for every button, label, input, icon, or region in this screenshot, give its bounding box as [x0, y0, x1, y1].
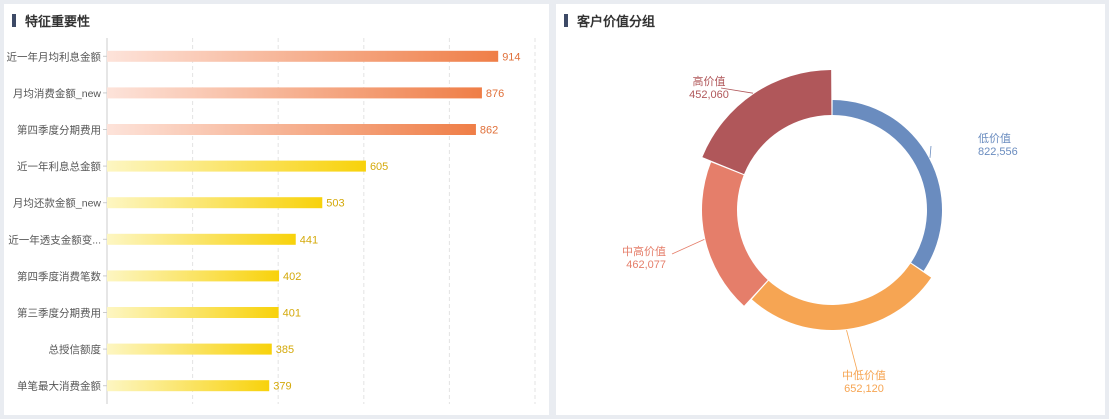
y-tick-label: 第四季度分期费用 — [17, 124, 101, 137]
bar[interactable] — [107, 124, 476, 135]
feature-importance-panel: 特征重要性 近一年月均利息金额 月均消费金额_new 第四季度分期费用 近一年利息总金… — [4, 4, 549, 415]
bar-value-label: 402 — [283, 271, 301, 283]
y-tick-label: 近一年月均利息金额 — [7, 50, 102, 63]
bar[interactable] — [107, 380, 270, 392]
bar-value-label: 914 — [502, 51, 520, 63]
y-tick-label: 第三季度分期费用 — [17, 307, 101, 320]
slice-name-label: 中高价值 — [622, 244, 666, 258]
bar[interactable] — [107, 307, 279, 318]
y-tick-label: 第四季度消费笔数 — [17, 270, 101, 283]
slice-name-label: 高价值 — [693, 74, 726, 88]
bar-value-label: 441 — [300, 234, 318, 246]
bar[interactable] — [107, 50, 499, 62]
y-tick-label: 月均消费金额_new — [13, 87, 102, 100]
bar-value-label: 876 — [486, 88, 504, 100]
bar-value-label: 401 — [283, 308, 301, 320]
slice-value-label: 822,556 — [978, 146, 1018, 158]
y-tick-label: 总授信额度 — [49, 343, 102, 356]
bar[interactable] — [107, 233, 296, 245]
feature-importance-title: 特征重要性 — [12, 12, 91, 29]
bar-value-label: 379 — [273, 381, 291, 393]
donut-slice[interactable] — [751, 263, 932, 331]
y-tick-label: 近一年利息总金额 — [17, 160, 101, 173]
bar-value-label: 385 — [276, 344, 294, 356]
donut-slice[interactable] — [702, 162, 768, 306]
label-leader-line — [929, 145, 932, 158]
customer-value-panel: 客户价值分组 低价值 822,556 中低价值 652,120 中高价值 462,077 高… — [556, 4, 1105, 415]
label-leader-line — [846, 330, 859, 375]
donut-slice[interactable] — [832, 100, 942, 271]
slice-name-label: 中低价值 — [842, 369, 886, 382]
bar-value-label: 605 — [370, 161, 388, 173]
label-leader-line — [671, 238, 705, 255]
y-tick-label: 单笔最大消费金额 — [17, 380, 101, 393]
slice-value-label: 652,120 — [844, 383, 884, 395]
bar-value-label: 862 — [480, 125, 498, 137]
slice-value-label: 452,060 — [689, 89, 729, 101]
feature-importance-title-text: 特征重要性 — [25, 13, 91, 29]
bar[interactable] — [107, 160, 366, 172]
label-leader-line — [720, 87, 754, 94]
bar[interactable] — [107, 87, 482, 99]
donut-slice[interactable] — [702, 70, 832, 175]
slice-name-label: 低价值 — [978, 132, 1011, 145]
y-tick-label: 近一年透支金额变... — [8, 233, 101, 246]
bar[interactable] — [107, 197, 323, 209]
y-tick-label: 月均还款金额_new — [13, 197, 102, 210]
bar[interactable] — [107, 343, 272, 355]
bar-value-label: 503 — [326, 198, 344, 210]
bar[interactable] — [107, 270, 280, 282]
title-marker — [564, 13, 568, 27]
customer-value-title-text: 客户价值分组 — [577, 13, 656, 29]
title-marker — [12, 13, 16, 27]
customer-value-title: 客户价值分组 — [564, 12, 656, 29]
slice-value-label: 462,077 — [626, 259, 666, 271]
